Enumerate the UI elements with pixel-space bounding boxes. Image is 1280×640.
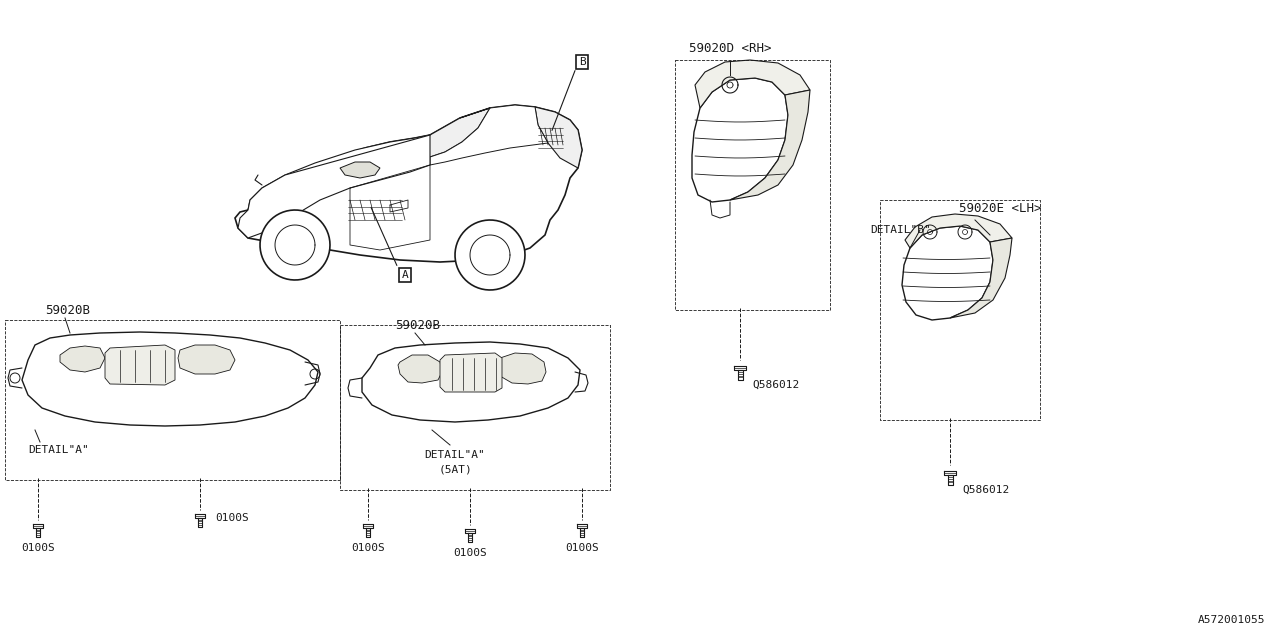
Polygon shape [730,90,810,200]
Text: 0100S: 0100S [22,543,55,553]
Polygon shape [498,353,547,384]
Polygon shape [692,78,788,202]
Polygon shape [950,238,1012,318]
Polygon shape [22,332,317,426]
Polygon shape [456,220,525,290]
Polygon shape [695,60,810,108]
Polygon shape [60,346,105,372]
Text: (5AT): (5AT) [438,465,472,475]
Polygon shape [248,135,430,210]
Text: Q586012: Q586012 [753,380,799,390]
Polygon shape [362,342,580,422]
Text: 0100S: 0100S [215,513,248,523]
Polygon shape [430,105,548,165]
Text: DETAIL"A": DETAIL"A" [28,445,88,455]
Polygon shape [905,214,1012,248]
Text: 0100S: 0100S [351,543,385,553]
Text: A572001055: A572001055 [1198,615,1265,625]
Polygon shape [105,345,175,385]
Text: B: B [579,57,585,67]
Polygon shape [236,105,582,262]
Polygon shape [440,353,502,392]
Polygon shape [260,210,330,280]
Text: 59020E <LH>: 59020E <LH> [959,202,1041,214]
Polygon shape [178,345,236,374]
Polygon shape [415,108,490,160]
Text: 0100S: 0100S [566,543,599,553]
Polygon shape [340,162,380,178]
Text: Q586012: Q586012 [963,485,1009,495]
Polygon shape [238,135,430,238]
Polygon shape [535,107,582,168]
Text: 59020D <RH>: 59020D <RH> [689,42,772,54]
Text: 59020B: 59020B [396,319,440,332]
Polygon shape [398,355,442,383]
Text: DETAIL"A": DETAIL"A" [425,450,485,460]
Text: 59020B: 59020B [45,303,90,317]
Polygon shape [902,226,993,320]
Text: 0100S: 0100S [453,548,486,558]
Text: A: A [402,270,408,280]
Text: DETAIL"B": DETAIL"B" [870,225,931,235]
